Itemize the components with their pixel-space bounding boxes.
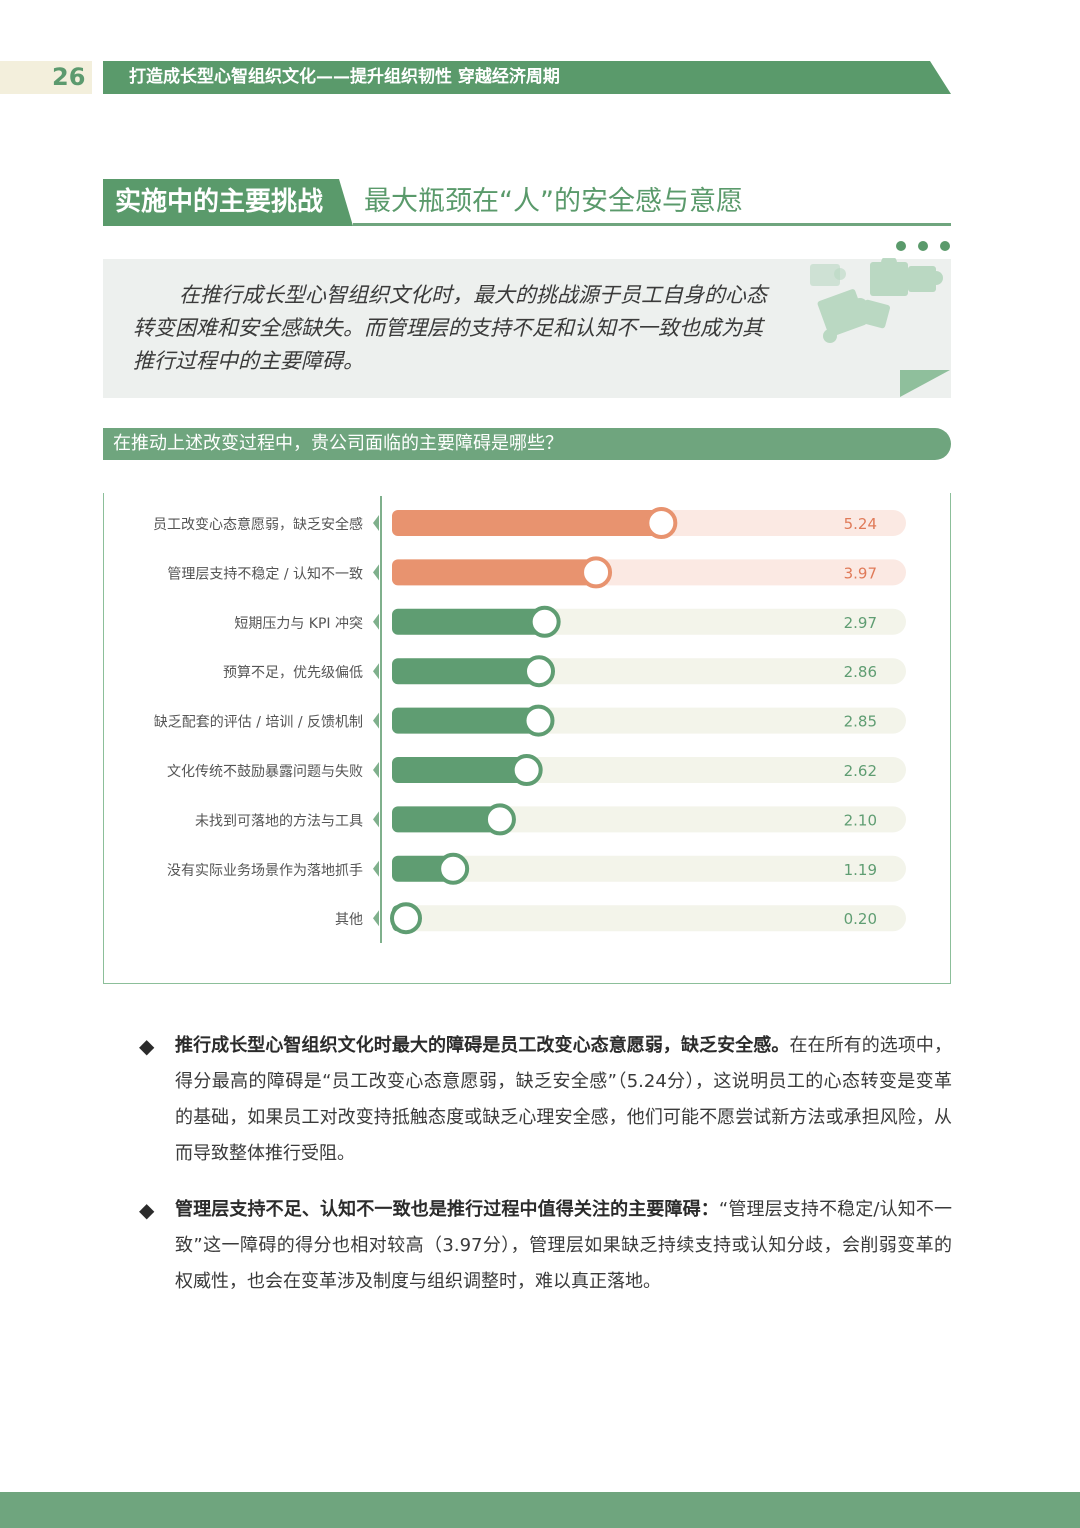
value-label: 2.10	[844, 811, 877, 829]
bar-knob	[580, 556, 613, 589]
puzzle-icon	[810, 258, 943, 343]
category-label: 文化传统不鼓励暴露问题与失败	[167, 764, 363, 780]
bar	[392, 707, 539, 734]
bar-knob	[522, 704, 555, 737]
page-number: 26	[52, 63, 86, 91]
section-tag	[103, 179, 353, 226]
question-bar	[103, 428, 951, 460]
bar-knob	[390, 902, 422, 935]
value-label: 1.19	[844, 861, 877, 879]
finding-lead-1: 推行成长型心智组织文化时最大的障碍是员工改变心态意愿弱，缺乏安全感。	[175, 1035, 790, 1056]
axis-pointer	[373, 860, 379, 877]
intro-text: 在推行成长型心智组织文化时，最大的挑战源于员工自身的心态转变困难和安全感缺失。而…	[133, 283, 767, 373]
section-subtitle: 最大瓶颈在“人”的安全感与意愿	[364, 186, 743, 217]
footer-bar	[0, 1492, 1080, 1528]
bar	[392, 608, 545, 635]
finding-paragraph-1: 推行成长型心智组织文化时最大的障碍是员工改变心态意愿弱，缺乏安全感。在在所有的选…	[175, 1028, 952, 1172]
bar-knob	[510, 754, 543, 786]
chart-frame	[103, 493, 951, 984]
intro-box	[103, 259, 951, 398]
bar-knob	[483, 803, 516, 836]
bar	[392, 855, 454, 882]
value-label: 2.85	[844, 713, 877, 731]
axis-pointer	[373, 564, 379, 581]
bar-knob	[645, 507, 678, 539]
header-title: 打造成长型心智组织文化——提升组织韧性 穿越经济周期	[129, 67, 560, 87]
bar	[392, 658, 540, 685]
bar-track	[392, 905, 906, 932]
category-label: 员工改变心态意愿弱，缺乏安全感	[153, 516, 363, 533]
bar-knob	[528, 605, 561, 638]
value-label: 0.20	[844, 910, 877, 928]
bar-track	[392, 806, 906, 833]
category-label: 管理层支持不稳定 / 认知不一致	[167, 565, 363, 582]
category-label: 未找到可落地的方法与工具	[195, 813, 363, 829]
axis-pointer	[373, 663, 379, 680]
axis-pointer	[373, 762, 379, 778]
finding-body-2: “管理层支持不稳定/认知不一致”这一障碍的得分也相对较高（3.97分），管理层如…	[175, 1199, 953, 1292]
bullet-diamond-icon: ◆	[139, 1034, 155, 1058]
axis-pointer	[373, 712, 379, 729]
value-label: 2.62	[844, 762, 877, 780]
category-label: 没有实际业务场景作为落地抓手	[167, 863, 363, 879]
bullet-diamond-icon: ◆	[139, 1198, 155, 1222]
page-number-box	[0, 61, 92, 94]
bar-track	[392, 855, 906, 882]
section-rule	[353, 223, 951, 226]
decorative-dots	[896, 236, 962, 251]
category-label: 缺乏配套的评估 / 培训 / 反馈机制	[154, 715, 363, 731]
axis-pointer	[373, 910, 379, 927]
bar	[392, 806, 500, 833]
category-label: 短期压力与 KPI 冲突	[234, 616, 363, 632]
finding-lead-2: 管理层支持不足、认知不一致也是推行过程中值得关注的主要障碍：	[175, 1199, 719, 1220]
axis-pointer	[373, 515, 379, 531]
value-label: 5.24	[844, 515, 877, 533]
header-bar	[103, 61, 951, 94]
value-label: 2.86	[844, 663, 877, 681]
value-label: 3.97	[844, 564, 877, 582]
section-tag-text: 实施中的主要挑战	[115, 187, 324, 217]
question-text: 在推动上述改变过程中，贵公司面临的主要障碍是哪些？	[113, 433, 563, 454]
category-label: 其他	[335, 912, 363, 928]
axis-pointer	[373, 811, 379, 828]
axis-pointer	[373, 613, 379, 630]
obstacles-bar-chart: 员工改变心态意愿弱，缺乏安全感 5.24 管理层支持不稳定 / 认知不一致 3.97 短…	[153, 496, 906, 943]
bar-knob	[437, 852, 470, 885]
bar-knob	[523, 655, 556, 688]
bar	[392, 510, 662, 536]
finding-paragraph-2: 管理层支持不足、认知不一致也是推行过程中值得关注的主要障碍：“管理层支持不稳定/…	[175, 1192, 952, 1300]
finding-body-1: 在在所有的选项中，得分最高的障碍是“员工改变心态意愿弱，缺乏安全感”（5.24分…	[175, 1035, 953, 1164]
category-label: 预算不足，优先级偏低	[223, 665, 363, 681]
bar	[392, 559, 597, 586]
value-label: 2.97	[844, 614, 877, 632]
bar	[392, 757, 527, 783]
